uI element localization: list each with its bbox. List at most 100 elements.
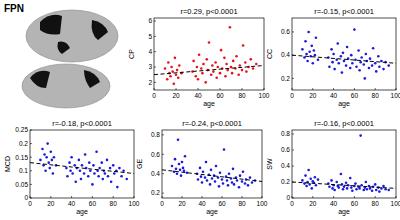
point (65, 167, 68, 170)
point (102, 178, 105, 181)
point (92, 164, 95, 167)
point (357, 49, 360, 52)
point (358, 187, 361, 190)
point (69, 170, 72, 173)
point (378, 190, 381, 193)
x-tick-label: 20 (309, 92, 317, 99)
point (304, 40, 307, 43)
brain-region (84, 70, 100, 88)
y-axis-label: SW (266, 158, 273, 170)
x-tick-label: 20 (172, 92, 180, 99)
point (301, 48, 304, 51)
point (222, 182, 225, 185)
point (342, 52, 345, 55)
brain-medial (22, 64, 110, 108)
point (332, 53, 335, 56)
point (242, 170, 245, 173)
point (78, 159, 81, 162)
point (317, 59, 320, 62)
point (371, 64, 374, 67)
point (197, 78, 200, 81)
point (122, 170, 125, 173)
point (351, 62, 354, 65)
plot-area (292, 134, 396, 193)
fit-line (162, 170, 262, 182)
point (349, 177, 352, 180)
point (98, 167, 101, 170)
point (174, 57, 177, 60)
y-tick-label: 0.2 (151, 189, 160, 196)
point (50, 150, 53, 153)
point (304, 174, 307, 177)
point (87, 175, 90, 178)
x-tick-label: 40 (198, 200, 206, 207)
point (41, 148, 44, 151)
point (340, 55, 343, 58)
point (80, 178, 83, 181)
plot-area (154, 26, 264, 85)
y-tick-label: 0.4 (281, 162, 290, 169)
x-tick-label: 60 (89, 200, 97, 207)
x-tick-label: 80 (238, 92, 246, 99)
point (53, 156, 56, 159)
point (340, 173, 343, 176)
point (175, 73, 178, 76)
y-axis-label: CP (128, 49, 135, 59)
x-tick-label: 20 (178, 200, 186, 207)
point (205, 161, 208, 164)
point (74, 180, 77, 183)
x-tick-label: 20 (47, 200, 55, 207)
point (44, 170, 47, 173)
fit-line (30, 163, 134, 174)
point (364, 77, 367, 80)
x-tick-label: 40 (330, 200, 338, 207)
point (369, 187, 372, 190)
point (237, 73, 240, 76)
point (181, 161, 184, 164)
point (306, 60, 309, 63)
point (378, 65, 381, 68)
scatter-panel: r=-0.16, p<0.000102040608010000.20.40.60… (266, 119, 400, 216)
point (351, 190, 354, 193)
y-tick-label: 0 (24, 194, 28, 201)
point (235, 55, 238, 58)
point (315, 36, 318, 39)
point (95, 150, 98, 153)
point (125, 178, 128, 181)
point (109, 167, 112, 170)
point (89, 170, 92, 173)
point (380, 60, 383, 63)
point (341, 71, 344, 74)
plot-area (30, 142, 134, 188)
y-tick-label: 5 (148, 33, 152, 40)
x-tick-label: 0 (290, 92, 294, 99)
plot-area (162, 138, 262, 188)
fit-line (154, 65, 264, 74)
point (166, 78, 169, 81)
point (343, 186, 346, 189)
point (178, 64, 181, 67)
y-tick-label: 0.2 (281, 75, 290, 82)
point (208, 41, 211, 44)
point (219, 72, 222, 75)
point (375, 189, 378, 192)
x-axis-label: age (203, 100, 215, 108)
point (350, 186, 353, 189)
y-tick-label: 0.05 (15, 181, 28, 188)
point (211, 177, 214, 180)
point (48, 167, 51, 170)
point (209, 183, 212, 186)
point (331, 61, 334, 64)
point (236, 179, 239, 182)
y-tick-label: 0.25 (15, 126, 28, 133)
point (173, 83, 176, 86)
point (217, 66, 220, 69)
point (312, 62, 315, 65)
x-tick-label: 80 (372, 92, 380, 99)
y-tick-label: 0 (286, 194, 290, 201)
plot-frame (154, 18, 264, 90)
fit-line (292, 55, 396, 63)
point (387, 189, 390, 192)
scatter-panel: r=-0.18, p<0.000102040608010000.050.10.1… (4, 119, 140, 216)
point (171, 70, 174, 73)
